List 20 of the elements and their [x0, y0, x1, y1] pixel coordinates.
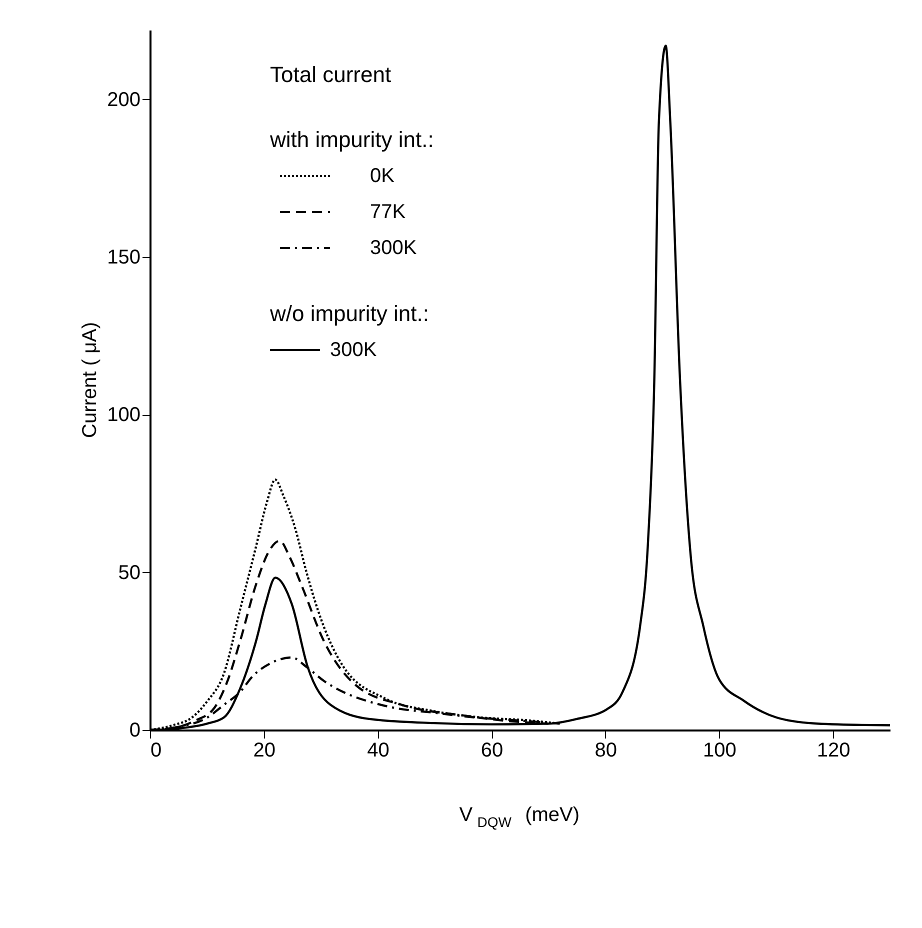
y-tick-label: 0 [129, 720, 140, 742]
annotation: with impurity int.: [269, 127, 434, 152]
y-tick-label: 100 [107, 404, 140, 426]
x-tick-label: 60 [480, 740, 504, 762]
y-tick-label: 50 [118, 562, 140, 584]
legend-label: 77K [370, 201, 406, 223]
legend-label: 300K [370, 237, 418, 259]
legend-title: Total current [270, 62, 392, 87]
x-tick-label: 40 [367, 740, 390, 762]
legend-label: 0K [370, 165, 396, 187]
x-tick-label: 120 [816, 740, 850, 762]
x-tick-label: 100 [703, 740, 736, 762]
x-tick-label: 0 [150, 740, 162, 762]
annotation: w/o impurity int.: [269, 301, 429, 326]
x-tick-label: 80 [594, 740, 618, 762]
x-tick-label: 20 [253, 740, 276, 762]
y-axis-title: Current ( μA) [79, 322, 101, 438]
y-tick-label: 150 [107, 246, 140, 269]
y-tick-label: 200 [107, 88, 140, 111]
legend-label: 300K [330, 339, 378, 361]
